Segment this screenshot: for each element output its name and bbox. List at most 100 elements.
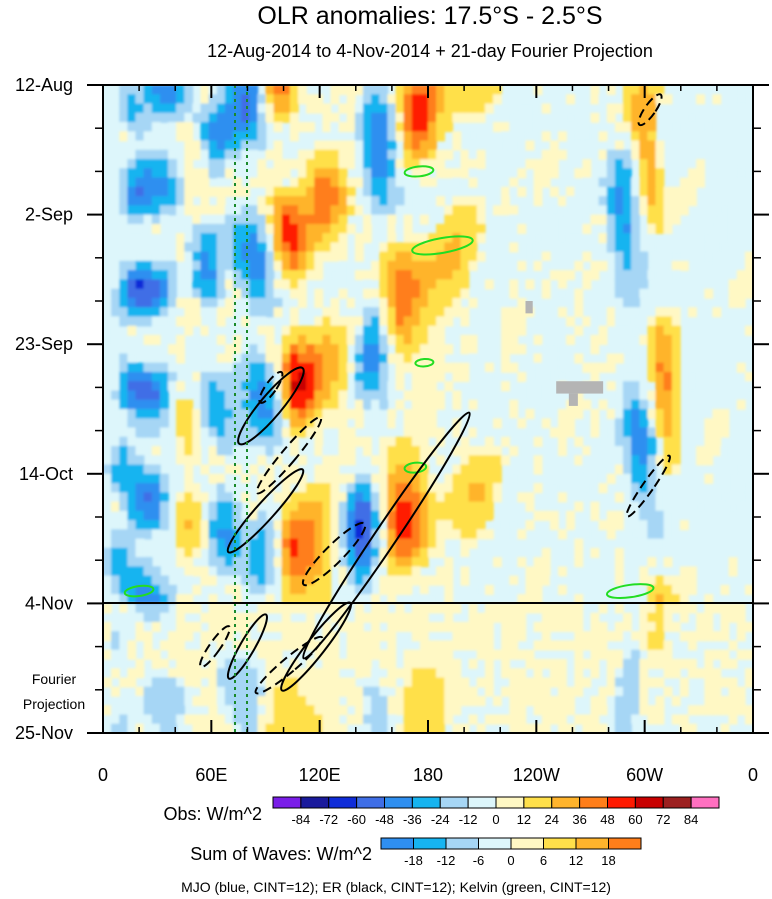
field-cell — [151, 621, 161, 632]
field-cell — [501, 436, 510, 447]
field-cell — [509, 279, 519, 290]
field-cell — [428, 140, 437, 151]
field-cell — [436, 566, 445, 577]
field-cell — [306, 362, 315, 373]
field-cell — [639, 159, 649, 170]
field-cell — [379, 446, 389, 457]
field-cell — [655, 529, 665, 540]
field-cell — [525, 677, 535, 688]
field-cell — [224, 85, 234, 96]
field-cell — [103, 473, 112, 484]
field-cell — [533, 316, 543, 327]
field-cell — [330, 649, 340, 660]
field-cell — [387, 270, 397, 281]
field-cell — [411, 279, 421, 290]
field-cell — [143, 186, 153, 197]
field-cell — [476, 473, 486, 484]
field-cell — [127, 677, 137, 688]
field-cell — [224, 649, 234, 660]
field-cell — [655, 372, 665, 383]
field-cell — [176, 714, 185, 725]
field-cell — [403, 353, 413, 364]
field-cell — [119, 649, 129, 660]
field-cell — [371, 538, 380, 549]
y-tick-label: 23-Sep — [15, 334, 73, 354]
field-cell — [298, 686, 307, 697]
field-cell — [476, 205, 486, 216]
field-cell — [330, 464, 340, 475]
field-cell — [306, 696, 315, 707]
field-cell — [127, 186, 137, 197]
field-cell — [208, 705, 218, 716]
field-cell — [338, 612, 348, 623]
field-cell — [111, 612, 120, 623]
field-cell — [509, 686, 519, 697]
field-cell — [606, 455, 616, 466]
field-cell — [387, 538, 397, 549]
field-cell — [241, 140, 250, 151]
field-cell — [184, 242, 194, 253]
field-cell — [403, 510, 413, 521]
field-cell — [606, 186, 616, 197]
field-cell — [574, 196, 584, 207]
field-cell — [111, 381, 120, 392]
field-cell — [363, 705, 372, 716]
field-cell — [103, 603, 112, 614]
field-cell — [233, 686, 242, 697]
field-cell — [233, 149, 242, 160]
field-cell — [444, 640, 454, 651]
field-cell — [127, 612, 137, 623]
field-cell — [159, 307, 169, 318]
field-cell — [127, 325, 137, 336]
field-cell — [533, 334, 543, 345]
field-cell — [168, 85, 177, 96]
field-cell — [127, 196, 137, 207]
field-cell — [671, 186, 681, 197]
field-cell — [135, 214, 145, 225]
field-cell — [476, 677, 486, 688]
field-cell — [135, 427, 145, 438]
field-cell — [184, 714, 194, 725]
field-cell — [265, 621, 275, 632]
field-cell — [444, 658, 454, 669]
field-cell — [541, 344, 551, 355]
field-cell — [411, 307, 421, 318]
field-cell — [574, 640, 584, 651]
field-cell — [428, 381, 437, 392]
field-cell — [168, 705, 177, 716]
field-cell — [200, 696, 210, 707]
field-cell — [249, 520, 259, 531]
field-cell — [346, 140, 356, 151]
field-cell — [436, 714, 445, 725]
field-cell — [224, 242, 234, 253]
field-cell — [143, 529, 153, 540]
field-cell — [452, 214, 462, 225]
field-cell — [306, 159, 315, 170]
field-cell — [631, 658, 640, 669]
field-cell — [208, 492, 218, 503]
field-cell — [606, 686, 616, 697]
field-cell — [484, 492, 494, 503]
field-cell — [233, 705, 242, 716]
field-cell — [590, 547, 600, 558]
field-cell — [143, 631, 153, 642]
field-cell — [614, 446, 624, 457]
field-cell — [606, 242, 616, 253]
field-cell — [249, 612, 259, 623]
field-cell — [354, 122, 364, 133]
field-cell — [493, 122, 502, 133]
field-cell — [387, 668, 397, 679]
field-cell — [103, 307, 112, 318]
field-cell — [419, 334, 429, 345]
field-cell — [614, 575, 624, 586]
field-cell — [111, 372, 120, 383]
field-cell — [176, 409, 185, 420]
field-cell — [436, 399, 445, 410]
field-cell — [501, 186, 510, 197]
field-cell — [233, 455, 242, 466]
field-cell — [233, 538, 242, 549]
field-cell — [330, 344, 340, 355]
field-cell — [631, 288, 640, 299]
field-cell — [338, 566, 348, 577]
field-cell — [176, 658, 185, 669]
